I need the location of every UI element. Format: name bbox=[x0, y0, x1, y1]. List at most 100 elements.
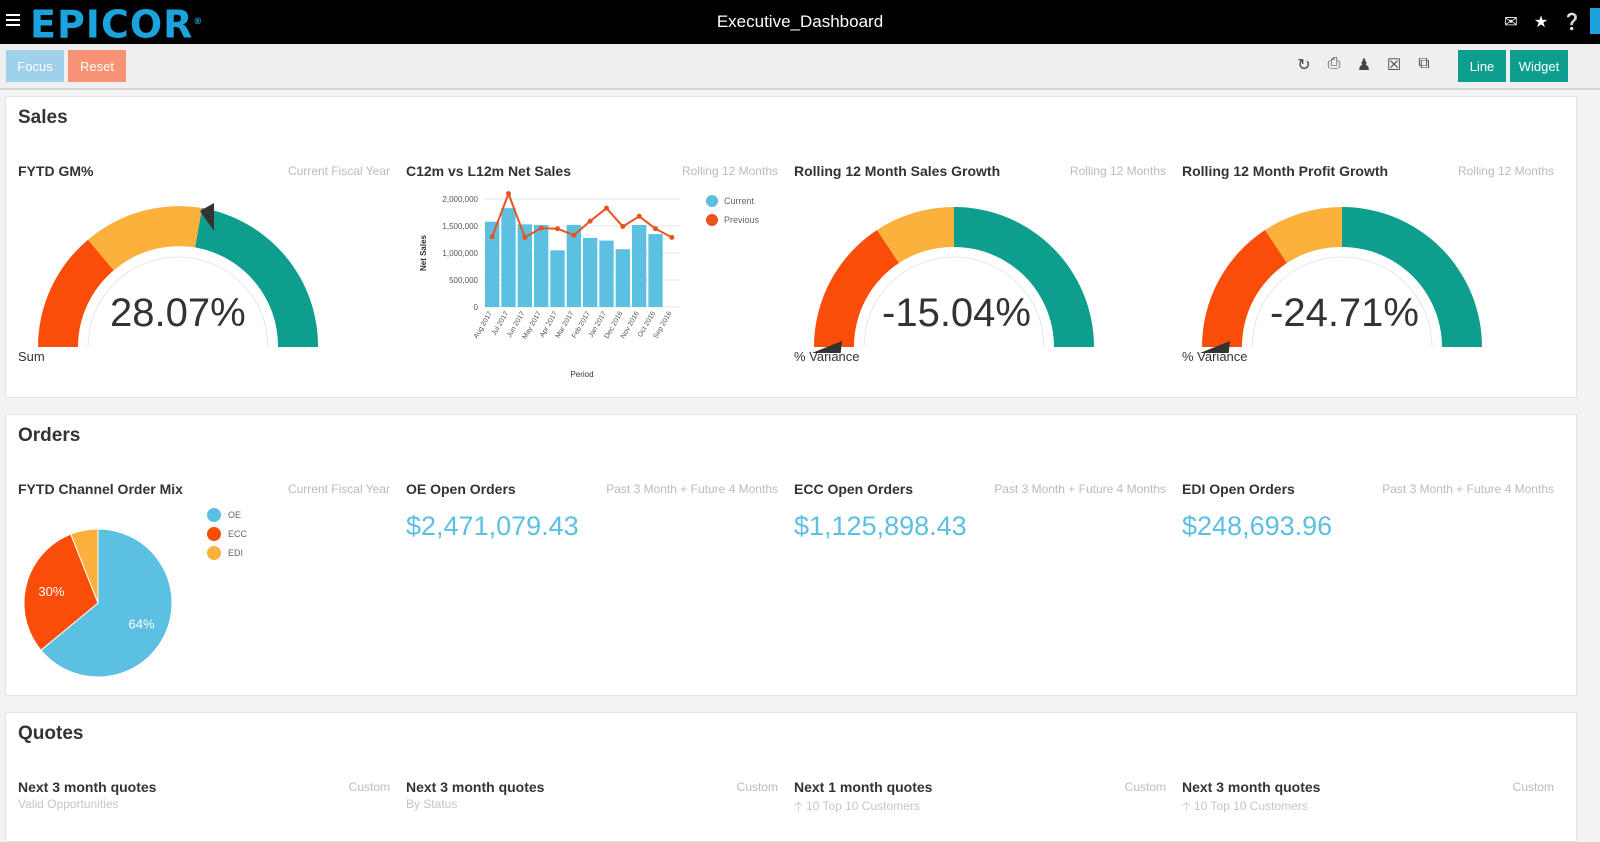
widget-subtitle: 🡡 10 Top 10 Customers bbox=[1182, 797, 1308, 818]
section-title: Quotes bbox=[18, 723, 84, 744]
gauge-inner-arc bbox=[863, 256, 1045, 348]
reset-button[interactable]: Reset bbox=[68, 50, 126, 82]
up-arrow-icon: 🡡 bbox=[794, 799, 803, 813]
quotes-widget-1[interactable]: Next 3 month quotes Custom Valid Opportu… bbox=[18, 779, 390, 819]
point-previous bbox=[620, 224, 626, 230]
line-previous bbox=[491, 190, 673, 239]
bar-current bbox=[501, 208, 516, 307]
side-panel-tab[interactable] bbox=[1590, 8, 1600, 34]
widget-scope: Custom bbox=[1124, 780, 1166, 794]
legend-label: EDI bbox=[228, 548, 243, 558]
bar-current bbox=[583, 237, 598, 307]
widget-scope: Custom bbox=[1512, 780, 1554, 794]
gm-label: Sum bbox=[18, 349, 45, 364]
section-title: Sales bbox=[18, 107, 68, 128]
bar-current bbox=[648, 234, 663, 307]
gauge-inner-arc bbox=[1251, 256, 1433, 348]
ecc-orders-value: $1,125,898.43 bbox=[794, 511, 967, 541]
point-previous bbox=[522, 234, 528, 240]
legend-marker bbox=[706, 214, 718, 226]
widget-scope: Current Fiscal Year bbox=[287, 164, 390, 178]
copy-icon[interactable]: ⧉ bbox=[1418, 55, 1430, 72]
point-previous bbox=[506, 191, 511, 197]
delete-icon[interactable]: ☒ bbox=[1386, 57, 1402, 74]
ecc-orders-widget[interactable]: ECC Open Orders Past 3 Month + Future 4 … bbox=[794, 481, 1166, 601]
gm-value: 28.07% bbox=[110, 291, 246, 335]
gauge-band-amber bbox=[88, 206, 203, 271]
channel-mix-widget[interactable]: FYTD Channel Order Mix Current Fiscal Ye… bbox=[18, 481, 390, 681]
menu-icon[interactable] bbox=[6, 14, 20, 28]
legend-label: Current bbox=[724, 196, 755, 206]
bar-current bbox=[566, 224, 581, 307]
pie-slice bbox=[70, 528, 99, 604]
point-previous bbox=[489, 234, 495, 240]
widget-scope: Rolling 12 Months bbox=[681, 164, 778, 178]
gauge-band-amber bbox=[877, 206, 954, 263]
dashboard-title: Executive_Dashboard bbox=[716, 12, 884, 31]
widget-scope: Current Fiscal Year bbox=[287, 482, 390, 496]
refresh-icon[interactable]: ↻ bbox=[1297, 57, 1311, 74]
widget-title: Next 3 month quotes bbox=[1182, 779, 1321, 795]
gauge-band-red bbox=[1202, 230, 1287, 347]
widget-title: ECC Open Orders bbox=[794, 481, 914, 497]
sales-growth-value: -15.04% bbox=[882, 291, 1031, 335]
widget-title: Rolling 12 Month Sales Growth bbox=[794, 163, 1001, 179]
widget-subtitle: 🡡 10 Top 10 Customers bbox=[794, 797, 920, 818]
line-button[interactable]: Line bbox=[1458, 50, 1506, 82]
gauge-band-amber bbox=[1265, 206, 1342, 263]
widget-title: Next 1 month quotes bbox=[794, 779, 933, 795]
net-sales-chart: 0 500,000 1,000,000 1,500,000 2,000,000 Net S… bbox=[419, 190, 760, 379]
quotes-section: Quotes Next 3 month quotes Custom Valid … bbox=[5, 712, 1577, 842]
sales-growth-widget[interactable]: Rolling 12 Month Sales Growth Rolling 12… bbox=[794, 163, 1166, 383]
point-previous bbox=[555, 226, 560, 232]
profit-growth-value: -24.71% bbox=[1270, 291, 1419, 335]
point-previous bbox=[587, 218, 593, 224]
point-previous bbox=[571, 232, 577, 238]
chat-icon[interactable]: ✉ bbox=[1504, 14, 1518, 31]
gauge-inner-arc bbox=[87, 256, 269, 348]
gauge-band-teal bbox=[1342, 207, 1482, 347]
print-icon[interactable]: ⎙ bbox=[1327, 55, 1341, 72]
widget-subtitle-text: 10 Top 10 Customers bbox=[805, 799, 920, 813]
edi-orders-widget[interactable]: EDI Open Orders Past 3 Month + Future 4 … bbox=[1182, 481, 1554, 601]
oe-orders-widget[interactable]: OE Open Orders Past 3 Month + Future 4 M… bbox=[406, 481, 778, 601]
profit-growth-label: % Variance bbox=[1182, 349, 1248, 364]
gauge-needle bbox=[1200, 341, 1230, 353]
widget-scope: Past 3 Month + Future 4 Months bbox=[994, 482, 1166, 496]
widget-scope: Rolling 12 Months bbox=[1457, 164, 1554, 178]
gauge-band-red bbox=[38, 239, 114, 347]
widget-title: FYTD GM% bbox=[18, 163, 94, 179]
legend-label: ECC bbox=[228, 529, 248, 539]
bar-current bbox=[632, 224, 647, 307]
edi-orders-value: $248,693.96 bbox=[1182, 511, 1333, 541]
widget-scope: Past 3 Month + Future 4 Months bbox=[606, 482, 778, 496]
bar-current bbox=[517, 224, 532, 307]
widget-scope: Custom bbox=[348, 780, 390, 794]
up-arrow-icon: 🡡 bbox=[1182, 799, 1191, 813]
gauge-band-teal bbox=[195, 208, 319, 347]
bar-current bbox=[599, 240, 614, 307]
widget-button[interactable]: Widget bbox=[1510, 50, 1568, 82]
gauge-needle bbox=[812, 341, 842, 353]
sales-growth-label: % Variance bbox=[794, 349, 860, 364]
quotes-widget-4[interactable]: Next 3 month quotes Custom 🡡 10 Top 10 C… bbox=[1182, 779, 1554, 819]
legend-marker bbox=[207, 527, 221, 541]
bar-current bbox=[485, 221, 500, 307]
net-sales-widget[interactable]: C12m vs L12m Net Sales Rolling 12 Months… bbox=[406, 163, 778, 383]
gauge-band-red bbox=[814, 230, 899, 347]
help-icon[interactable]: ❔ bbox=[1562, 14, 1582, 31]
widget-subtitle-text: 10 Top 10 Customers bbox=[1193, 799, 1308, 813]
quotes-widget-2[interactable]: Next 3 month quotes Custom By Status bbox=[406, 779, 778, 819]
focus-button[interactable]: Focus bbox=[6, 50, 64, 82]
gm-widget[interactable]: FYTD GM% Current Fiscal Year 28.07% Sum bbox=[18, 163, 390, 383]
pie-slice bbox=[23, 533, 99, 651]
user-filter-icon[interactable]: ♟ bbox=[1356, 57, 1372, 74]
widget-title: C12m vs L12m Net Sales bbox=[406, 163, 571, 179]
top-bar: EPICOR® Executive_Dashboard ✉ ★ ❔ bbox=[0, 0, 1600, 47]
quotes-widget-3[interactable]: Next 1 month quotes Custom 🡡 10 Top 10 C… bbox=[794, 779, 1166, 819]
channel-mix-pie: 64% 30% OE ECC EDI bbox=[23, 508, 248, 678]
star-icon[interactable]: ★ bbox=[1533, 14, 1549, 31]
profit-growth-widget[interactable]: Rolling 12 Month Profit Growth Rolling 1… bbox=[1182, 163, 1554, 383]
y-tick-label: 1,000,000 bbox=[442, 249, 478, 258]
epicor-logo[interactable]: EPICOR® bbox=[30, 2, 204, 47]
